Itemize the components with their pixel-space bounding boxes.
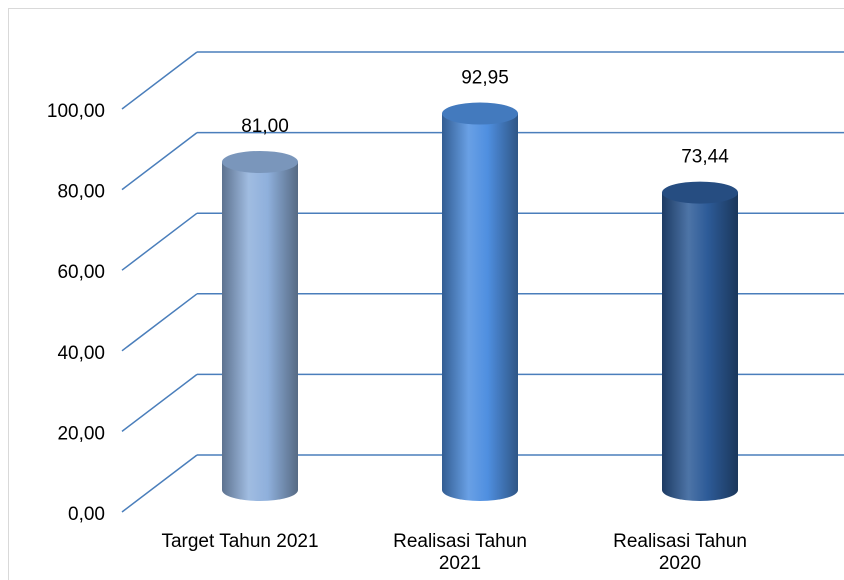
- grid-line-side: [121, 454, 198, 513]
- grid-line-side: [121, 212, 198, 271]
- bar-top: [442, 102, 518, 125]
- bar: [662, 192, 738, 501]
- grid-line-side: [121, 132, 198, 191]
- x-tick-label: Realisasi Tahun 2021: [393, 531, 527, 574]
- grid-line-side: [121, 51, 198, 110]
- bar-top: [222, 150, 298, 173]
- y-tick-label: 80,00: [57, 182, 105, 203]
- y-tick-label: 60,00: [57, 262, 105, 283]
- x-tick-label: Target Tahun 2021: [161, 531, 319, 552]
- value-label: 92,95: [461, 68, 509, 89]
- y-tick-label: 0,00: [68, 504, 105, 525]
- bar: [442, 113, 518, 502]
- bar: [222, 161, 298, 501]
- bar-top: [662, 181, 738, 204]
- grid-line-side: [121, 293, 198, 352]
- value-label: 81,00: [241, 116, 289, 137]
- x-tick-label: Realisasi Tahun 2020: [613, 531, 747, 574]
- y-tick-label: 40,00: [57, 343, 105, 364]
- value-label: 73,44: [681, 147, 729, 168]
- grid-line-side: [121, 373, 198, 432]
- chart-border: [8, 8, 844, 580]
- y-tick-label: 20,00: [57, 423, 105, 444]
- y-tick-label: 100,00: [47, 101, 105, 122]
